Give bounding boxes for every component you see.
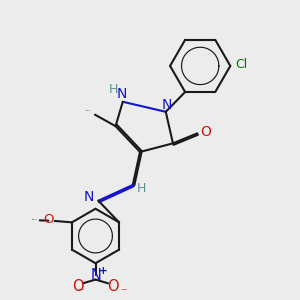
Text: Cl: Cl (235, 58, 247, 71)
Text: H: H (137, 182, 146, 195)
Text: ⁻: ⁻ (77, 286, 83, 300)
Text: O: O (200, 125, 211, 139)
Text: N: N (162, 98, 172, 112)
Text: methoxy: methoxy (32, 219, 38, 220)
Text: O: O (72, 279, 83, 294)
Text: methyl: methyl (86, 110, 91, 111)
Text: N: N (117, 87, 128, 101)
Text: N: N (91, 268, 101, 284)
Text: O: O (43, 213, 53, 226)
Text: H: H (109, 82, 118, 96)
Text: O: O (107, 279, 119, 294)
Text: ⁻: ⁻ (120, 286, 127, 300)
Text: +: + (99, 266, 108, 276)
Text: N: N (84, 190, 94, 204)
